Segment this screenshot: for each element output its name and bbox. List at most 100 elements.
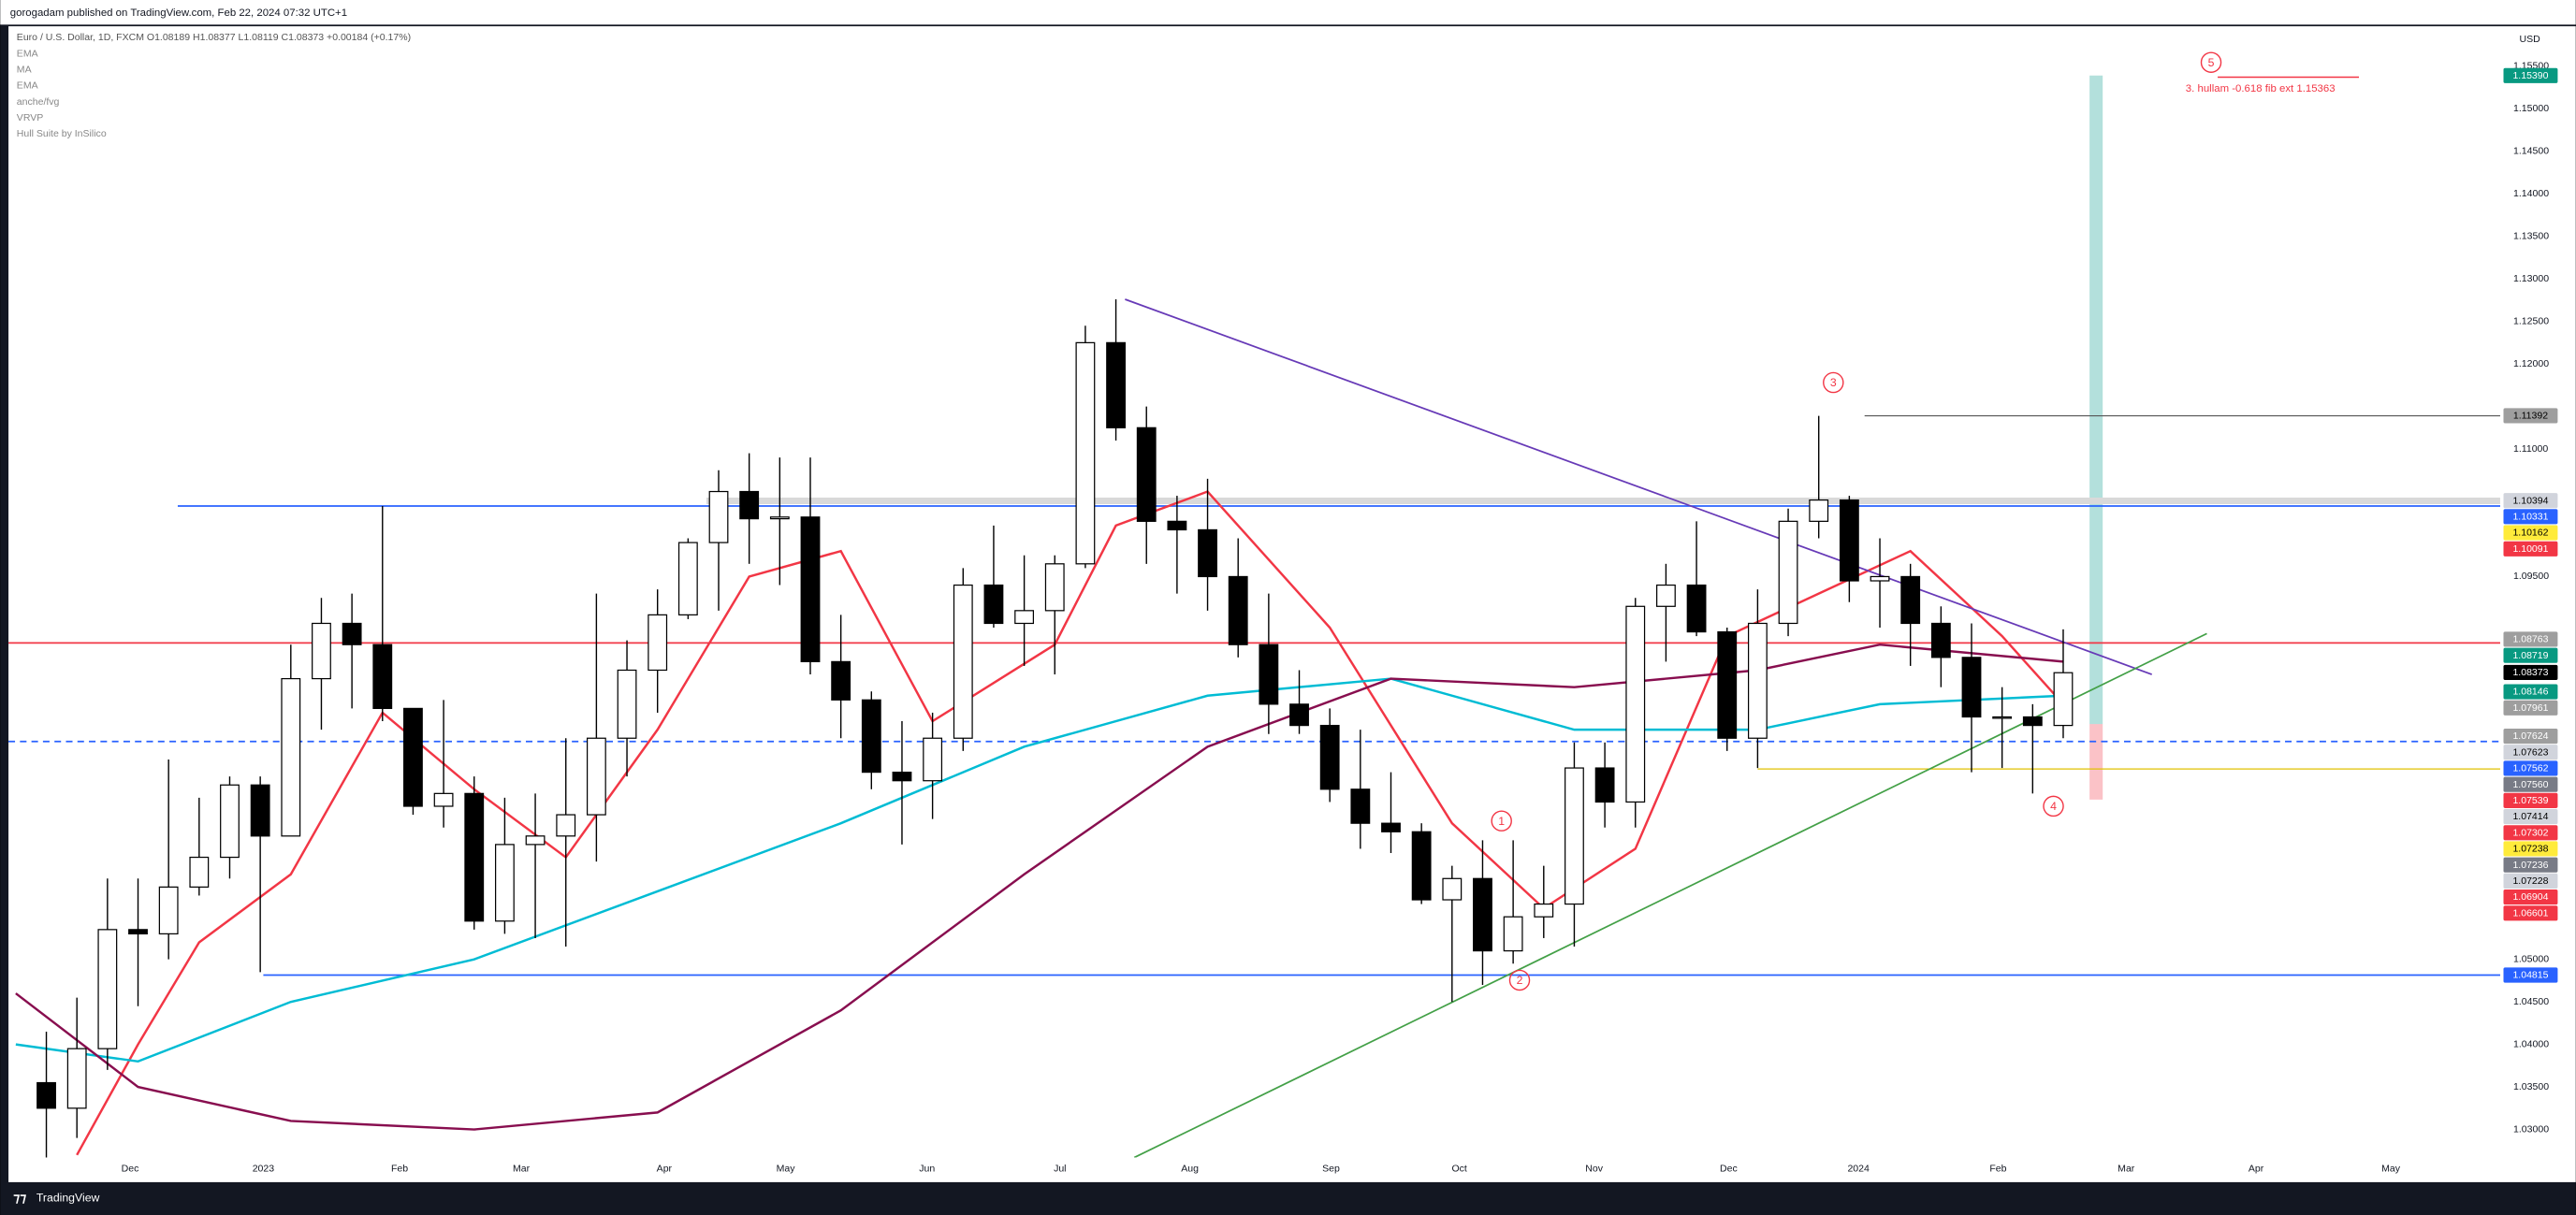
price-label: 1.08146 [2512, 687, 2548, 698]
candle-body [1961, 657, 1982, 718]
currency: USD [2519, 34, 2540, 45]
candle-body [892, 771, 912, 782]
candle-body [1473, 877, 1492, 952]
legend-title: Euro / U.S. Dollar, 1D, FXCM O1.08189 H1… [17, 32, 411, 43]
candle-body [1442, 877, 1463, 901]
price-label: 1.11392 [2513, 411, 2548, 422]
x-tick-label: Sep [1322, 1164, 1340, 1175]
candle-body [1106, 341, 1126, 428]
candle-body [677, 542, 698, 615]
candle-body [1565, 767, 1584, 905]
price-label: 1.10331 [2512, 511, 2548, 522]
candle-body [128, 929, 148, 935]
candle-body [1044, 563, 1065, 612]
y-tick-label: 1.11000 [2513, 443, 2548, 455]
candle-body [433, 792, 454, 807]
price-label-bg [2503, 776, 2558, 792]
legend-entry: anche/fvg [17, 96, 60, 108]
candle-body [1289, 703, 1309, 727]
y-tick-label: 1.14000 [2513, 188, 2549, 199]
legend-entry: VRVP [17, 112, 43, 123]
price-label-bg [2503, 905, 2558, 921]
price-label-bg [2503, 684, 2558, 700]
x-tick-label: Nov [1585, 1164, 1603, 1175]
price-label-bg [2503, 525, 2558, 541]
price-label: 1.08719 [2512, 650, 2548, 661]
x-tick-label: Mar [2118, 1164, 2135, 1175]
candle-body [861, 699, 881, 774]
price-label-bg [2503, 631, 2558, 647]
price-label-bg [2503, 808, 2558, 825]
candle-body [1319, 724, 1340, 790]
price-label: 1.07562 [2512, 763, 2548, 774]
wave-label: 5 [2208, 56, 2215, 69]
x-tick-label: May [777, 1164, 796, 1175]
y-tick-label: 1.12000 [2513, 358, 2549, 369]
price-label-bg [2503, 857, 2558, 873]
candle-body [1381, 822, 1401, 832]
legend-entry: EMA [17, 49, 38, 60]
candle-body [1809, 499, 1829, 522]
annotation: 3. hullam -0.618 fib ext 1.15363 [2186, 83, 2336, 94]
position-loss [2089, 724, 2103, 800]
x-tick-label: Jul [1054, 1164, 1066, 1175]
price-label-bg [2503, 841, 2558, 857]
candle-body [1136, 427, 1157, 522]
price-label-bg [2503, 890, 2558, 905]
candle-body [1870, 575, 1890, 582]
price-label: 1.08763 [2512, 634, 2548, 645]
candle-body [36, 1081, 56, 1109]
candle-body [1014, 610, 1035, 625]
candle-body [708, 490, 729, 543]
candle-body [250, 784, 270, 837]
plot-bg [8, 26, 2576, 1182]
wave-circle [1823, 371, 1844, 394]
price-label: 1.07624 [2512, 730, 2548, 742]
candle-body [1717, 630, 1738, 739]
price-label: 1.15390 [2512, 70, 2548, 81]
candle-body [66, 1048, 87, 1109]
price-label: 1.07228 [2512, 875, 2548, 887]
price-label-bg [2503, 647, 2558, 663]
price-axis: 1.155001.150001.145001.140001.135001.130… [2503, 61, 2558, 1135]
candle-body [1259, 644, 1279, 705]
candle-body [1411, 831, 1432, 901]
candle-body [220, 784, 240, 859]
wave-circle [1508, 969, 1531, 991]
y-tick-label: 1.04500 [2513, 996, 2549, 1007]
candle-body [1656, 584, 1676, 607]
candle-body [281, 677, 301, 837]
candle-body [1625, 605, 1646, 803]
y-tick-label: 1.03500 [2513, 1081, 2549, 1092]
y-tick-label: 1.09500 [2513, 571, 2549, 582]
wave-label: 3 [1830, 376, 1837, 389]
price-label: 1.07414 [2512, 811, 2548, 822]
y-tick-label: 1.04000 [2513, 1038, 2549, 1049]
price-label: 1.07302 [2512, 827, 2548, 838]
candle-body [403, 707, 423, 807]
price-label-bg [2503, 67, 2558, 83]
x-tick-label: May [2381, 1164, 2401, 1175]
x-tick-label: Apr [657, 1164, 673, 1175]
candle-body [617, 669, 637, 739]
price-label-bg [2503, 967, 2558, 983]
price-label: 1.07539 [2512, 795, 2548, 806]
candle-body [1534, 903, 1554, 918]
candle-body [189, 856, 210, 888]
candle-body [1594, 767, 1615, 803]
candle-body [586, 737, 606, 816]
price-label-bg [2503, 728, 2558, 745]
y-tick-label: 1.03000 [2513, 1123, 2549, 1135]
price-label-bg [2503, 493, 2558, 509]
candle-body [2053, 672, 2074, 727]
candle-body [1350, 788, 1371, 824]
candle-body [312, 622, 331, 680]
price-label: 1.10091 [2512, 543, 2548, 555]
x-tick-label: Feb [1989, 1164, 2006, 1175]
price-label-bg [2503, 792, 2558, 808]
wave-label: 4 [2050, 800, 2057, 813]
price-label-bg [2503, 873, 2558, 889]
x-tick-label: Dec [122, 1164, 139, 1175]
price-label-bg [2503, 825, 2558, 841]
